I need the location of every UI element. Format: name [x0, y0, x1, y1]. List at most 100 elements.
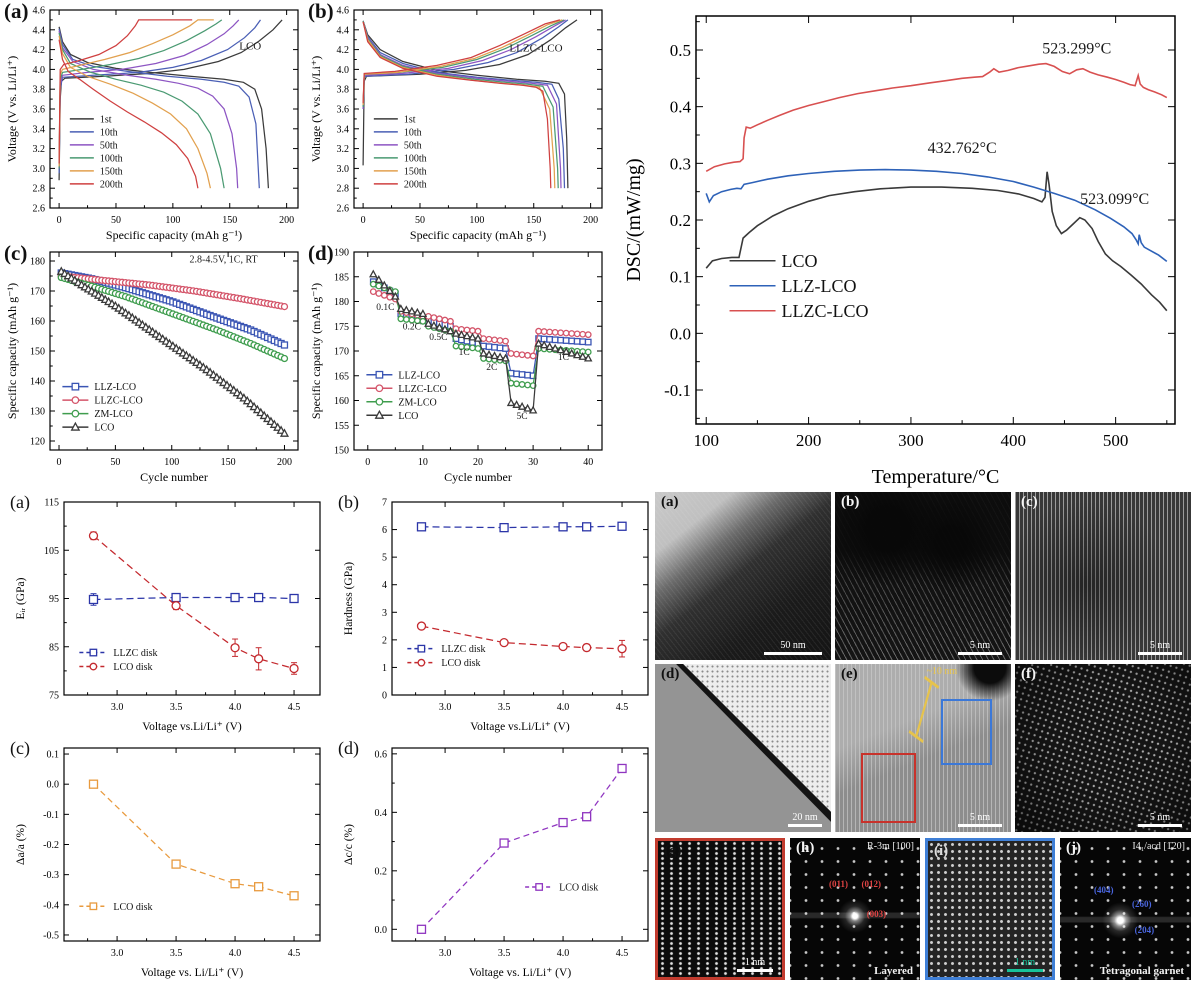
panel-voltage-capacity-lco: (a) 0 50 100 150 200 2.6 2.8 3.0 3.2 3.4 3.6 3.8 4.0…: [4, 0, 306, 244]
scale-bar: 5 nm: [958, 812, 1002, 827]
svg-text:Δa/a (%): Δa/a (%): [15, 824, 27, 865]
chart-rate-capability: 0 10 20 30 40 150 155 160 165 170 175 180 185 190 Cycl…: [308, 244, 610, 486]
svg-text:20: 20: [473, 457, 483, 468]
svg-text:50: 50: [110, 457, 120, 468]
svg-text:LLZC-LCO: LLZC-LCO: [782, 301, 869, 321]
panel-letter: (i): [934, 843, 949, 859]
svg-text:75: 75: [49, 691, 59, 702]
space-group-label: I4₁/acd [1̄20]: [1132, 841, 1185, 852]
scale-bar-line: [1138, 824, 1182, 827]
svg-text:100th: 100th: [100, 153, 123, 164]
svg-text:LCO disk: LCO disk: [441, 658, 480, 669]
svg-text:4.4: 4.4: [337, 25, 350, 36]
svg-text:100: 100: [164, 457, 179, 468]
svg-text:LCO disk: LCO disk: [113, 902, 152, 913]
panel-modulus: (a) 3.0 3.5 4.0 4.5 75 85 95 105 115 Voltage vs.L…: [10, 492, 332, 735]
svg-text:0.0: 0.0: [47, 780, 60, 791]
svg-text:105: 105: [44, 546, 59, 557]
svg-text:7: 7: [382, 498, 387, 509]
thickness-annotation: ~10 nm: [926, 665, 958, 677]
svg-text:3.2: 3.2: [337, 144, 350, 155]
amorphous-region: [677, 664, 831, 812]
svg-text:3.5: 3.5: [498, 702, 511, 713]
figure-tem: (a) 50 nm (b) 5 nm (c) 5 nm (d) 20 nm (e…: [655, 492, 1191, 982]
chart-dsc: 100 200 300 400 500 -0.1 0.0 0.1 0.2 0.3 0.4 0.5 Tem…: [618, 2, 1189, 488]
svg-text:Δc/c (%): Δc/c (%): [343, 824, 355, 865]
svg-text:Voltage vs.Li/Li⁺ (V): Voltage vs.Li/Li⁺ (V): [470, 721, 570, 733]
panel-letter: (b): [841, 494, 860, 510]
figure-electrochemistry: (a) 0 50 100 150 200 2.6 2.8 3.0 3.2 3.4 3.6 3.8 4.0…: [0, 0, 614, 488]
reflection-label: (260): [1132, 899, 1152, 910]
chart-voltage-capacity-lco: 0 50 100 150 200 2.6 2.8 3.0 3.2 3.4 3.6 3.8 4.0 4.2 4…: [4, 2, 306, 244]
svg-text:2C: 2C: [486, 363, 497, 373]
svg-text:10: 10: [418, 457, 428, 468]
svg-text:130: 130: [30, 407, 45, 418]
svg-text:LLZC disk: LLZC disk: [441, 644, 485, 655]
svg-text:50: 50: [111, 215, 121, 226]
scale-bar-line: [788, 824, 822, 827]
svg-text:190: 190: [334, 248, 349, 259]
svg-text:6: 6: [382, 525, 387, 536]
svg-text:165: 165: [334, 371, 349, 382]
svg-text:160: 160: [30, 317, 45, 328]
figure-mechanical: (a) 3.0 3.5 4.0 4.5 75 85 95 105 115 Voltage vs.L…: [6, 492, 666, 982]
scale-bar-line: [958, 824, 1002, 827]
panel-letter: (e): [841, 666, 858, 682]
svg-text:0.6: 0.6: [375, 749, 388, 760]
svg-text:85: 85: [49, 642, 59, 653]
scale-bar: 5 nm: [1138, 812, 1182, 827]
svg-text:115: 115: [44, 498, 59, 509]
svg-text:200th: 200th: [100, 179, 123, 190]
svg-text:1st: 1st: [100, 114, 112, 125]
tem-image-g: (g) 1 nm: [655, 838, 785, 980]
svg-text:3.8: 3.8: [337, 85, 350, 96]
svg-text:4.0: 4.0: [557, 702, 570, 713]
svg-text:4.5: 4.5: [616, 948, 629, 959]
svg-text:2.8: 2.8: [337, 184, 350, 195]
svg-text:0.3: 0.3: [670, 154, 691, 173]
tem-image-i: (i) 1 nm: [925, 838, 1055, 980]
svg-text:LLZ-LCO: LLZ-LCO: [782, 276, 857, 296]
svg-text:0.2: 0.2: [375, 866, 388, 877]
space-group-label: R-3m [100]: [867, 841, 914, 852]
svg-text:2.8-4.5V, 1C, RT: 2.8-4.5V, 1C, RT: [190, 255, 258, 266]
scale-bar-line: [958, 652, 1002, 655]
svg-text:100: 100: [693, 431, 719, 450]
tem-image-a: (a) 50 nm: [655, 492, 831, 660]
svg-text:4: 4: [382, 580, 387, 591]
svg-text:4.6: 4.6: [33, 6, 46, 17]
panel-letter: (b): [308, 0, 334, 23]
svg-text:-0.3: -0.3: [43, 870, 59, 881]
scale-bar: 1 nm: [1007, 957, 1043, 972]
svg-text:3.6: 3.6: [337, 105, 350, 116]
svg-text:3.0: 3.0: [111, 702, 124, 713]
svg-text:160: 160: [334, 396, 349, 407]
panel-lattice-a: (c) 3.0 3.5 4.0 4.5 0.1 0.0 -0.1 -0.2 -0.3 -0.4 -0…: [10, 738, 332, 981]
scale-bar-line: [1007, 969, 1043, 972]
svg-text:3.0: 3.0: [337, 164, 350, 175]
scale-bar-label: 50 nm: [780, 640, 806, 651]
svg-text:-0.2: -0.2: [43, 840, 59, 851]
panel-voltage-capacity-llzc-lco: (b) 0 50 100 150 200 2.6 2.8 3.0 3.2 3.4 3.6 3.8 4.0…: [308, 0, 610, 244]
svg-text:LLZ-LCO: LLZ-LCO: [398, 370, 440, 381]
svg-text:1C: 1C: [459, 348, 470, 358]
svg-text:LLZ-LCO: LLZ-LCO: [94, 382, 136, 393]
tem-image-f: (f) 5 nm: [1015, 664, 1191, 832]
chart-cycling-stability: 0 50 100 150 200 120 130 140 150 160 170 180 Cycle n…: [4, 244, 306, 486]
svg-text:50: 50: [415, 215, 425, 226]
scale-bar-label: 1 nm: [744, 957, 766, 968]
svg-text:Cycle number: Cycle number: [444, 470, 512, 484]
svg-text:5: 5: [382, 553, 387, 564]
scale-bar-label: 5 nm: [969, 640, 991, 651]
svg-text:95: 95: [49, 594, 59, 605]
panel-letter: (h): [796, 840, 815, 856]
scale-bar-label: 5 nm: [1149, 812, 1171, 823]
svg-text:0.2: 0.2: [670, 211, 691, 230]
svg-text:150: 150: [221, 457, 236, 468]
svg-text:175: 175: [334, 322, 349, 333]
svg-text:3.5: 3.5: [170, 702, 183, 713]
svg-text:LLZC disk: LLZC disk: [113, 648, 157, 659]
svg-text:0.1C: 0.1C: [376, 303, 394, 313]
svg-text:150: 150: [222, 215, 237, 226]
